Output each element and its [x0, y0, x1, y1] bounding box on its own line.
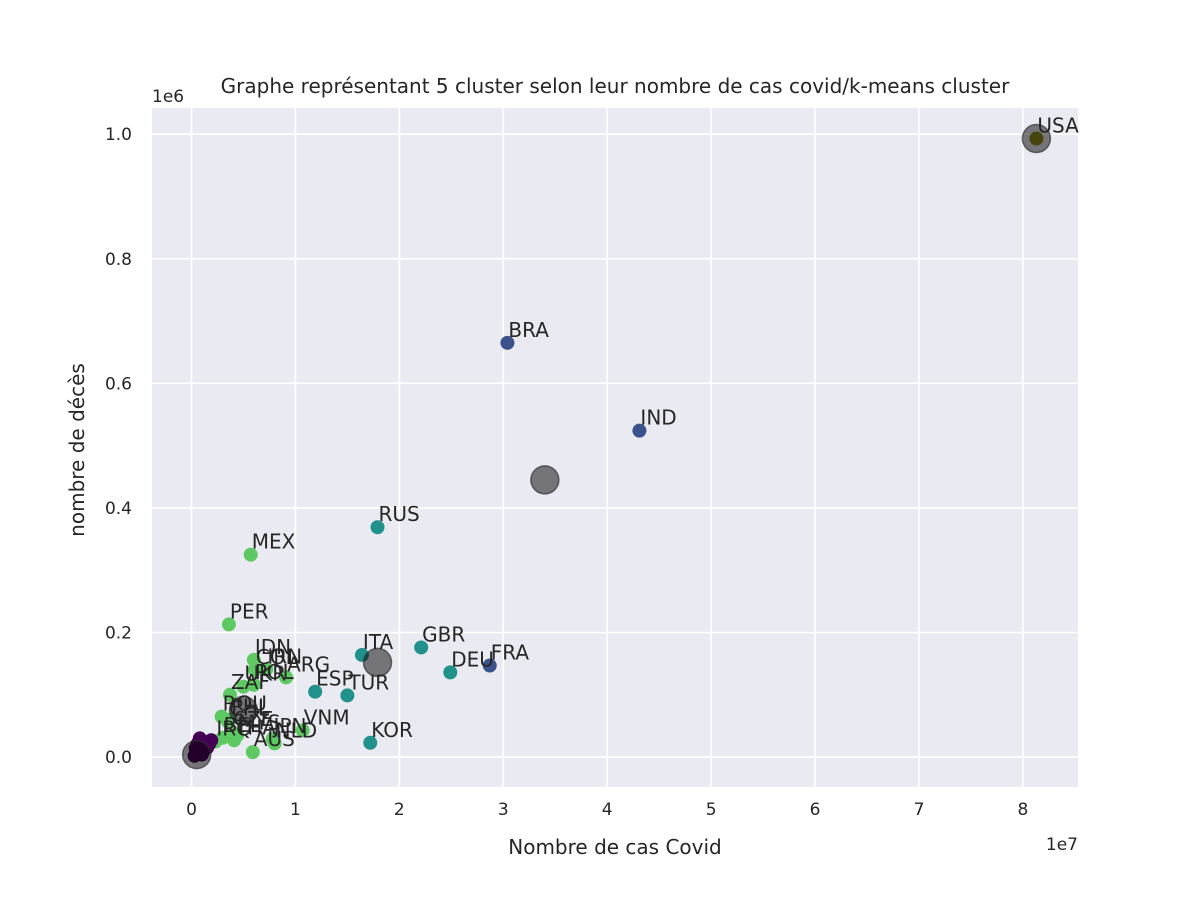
- centroids: [181, 123, 1052, 770]
- data-point: [245, 745, 260, 760]
- data-point: [259, 662, 274, 677]
- x-tick-label: 7: [914, 800, 925, 820]
- point-label: ROU: [223, 692, 267, 716]
- data-point: [221, 617, 236, 632]
- point-label: POL: [255, 660, 295, 684]
- point-label: KOR: [371, 718, 413, 742]
- x-offset-text: 1e7: [1046, 835, 1078, 855]
- point-label: JPN: [272, 714, 307, 738]
- data-point: [279, 670, 294, 685]
- point-label: CZE: [233, 707, 273, 731]
- y-offset-text: 1e6: [152, 87, 184, 107]
- data-point: [414, 640, 429, 655]
- point-label: MYS: [238, 710, 280, 734]
- data-point: [222, 687, 237, 702]
- grid-lines: [152, 108, 1078, 787]
- data-point: [482, 658, 497, 673]
- point-label: FRA: [491, 641, 530, 665]
- point-label: GBR: [422, 622, 465, 646]
- data-point: [340, 688, 355, 703]
- data-point: [236, 679, 251, 694]
- data-point: [247, 662, 262, 677]
- data-point: [295, 723, 310, 738]
- x-tick-label: 6: [810, 800, 821, 820]
- point-label: ZAF: [231, 670, 270, 694]
- y-tick-label: 0.4: [105, 499, 132, 519]
- data-point: [632, 423, 647, 438]
- point-label: DEU: [451, 647, 494, 671]
- point-label: NLD: [276, 718, 318, 742]
- x-tick-label: 0: [186, 800, 197, 820]
- point-label: ITA: [363, 630, 394, 654]
- data-point: [308, 684, 323, 699]
- point-label: TUR: [347, 670, 389, 694]
- x-tick-label: 5: [706, 800, 717, 820]
- data-point: [370, 520, 385, 535]
- tick-labels: 0 1 2 3 4 5 6 7 8 0.0 0.2 0.4 0.6 0.8 1.0: [105, 125, 1028, 820]
- point-label: MEX: [252, 530, 296, 554]
- point-label: AUS: [254, 727, 295, 751]
- y-tick-label: 0.8: [105, 250, 132, 270]
- data-point: [443, 665, 458, 680]
- data-point: [204, 733, 219, 748]
- point-label: IDN: [255, 635, 291, 659]
- y-tick-label: 1.0: [105, 125, 132, 145]
- y-tick-label: 0.0: [105, 748, 132, 768]
- point-label: IRN: [267, 644, 302, 668]
- point-label: COL: [256, 645, 298, 669]
- centroid-marker: [530, 465, 560, 495]
- point-label: CHL: [229, 697, 270, 721]
- data-point: [265, 732, 280, 747]
- point-label: ARG: [287, 652, 330, 676]
- x-tick-label: 1: [290, 800, 301, 820]
- data-point: [243, 547, 258, 562]
- centroid-marker: [362, 647, 393, 678]
- data-point: [363, 735, 378, 750]
- point-label: PER: [230, 599, 269, 623]
- data-point: [246, 677, 261, 692]
- plot-background: [152, 108, 1078, 787]
- point-label: UKR: [244, 662, 286, 686]
- point-label: RUS: [379, 502, 420, 526]
- point-label: IRQ: [216, 717, 252, 741]
- point-label: IND: [640, 406, 676, 430]
- y-axis-label: nombre de décès: [65, 363, 89, 537]
- x-tick-label: 3: [498, 800, 509, 820]
- point-label: BEL: [224, 713, 262, 737]
- chart-title: Graphe représentant 5 cluster selon leur…: [221, 74, 1010, 98]
- x-tick-label: 2: [394, 800, 405, 820]
- point-label: PHL: [231, 695, 270, 719]
- point-label: THA: [234, 715, 276, 739]
- centroid-marker: [228, 695, 259, 726]
- data-point: [225, 725, 240, 740]
- y-tick-label: 0.6: [105, 374, 132, 394]
- point-label: ESP: [316, 667, 353, 691]
- point-label: VNM: [304, 705, 350, 729]
- point-label: BRA: [508, 318, 549, 342]
- x-tick-label: 8: [1018, 800, 1029, 820]
- x-axis-label: Nombre de cas Covid: [508, 835, 722, 859]
- centroid-marker: [1021, 123, 1052, 154]
- point-label: USA: [1037, 114, 1079, 138]
- centroid-marker: [181, 739, 212, 770]
- y-tick-label: 0.2: [105, 624, 132, 644]
- data-point: [500, 335, 515, 350]
- x-tick-label: 4: [602, 800, 613, 820]
